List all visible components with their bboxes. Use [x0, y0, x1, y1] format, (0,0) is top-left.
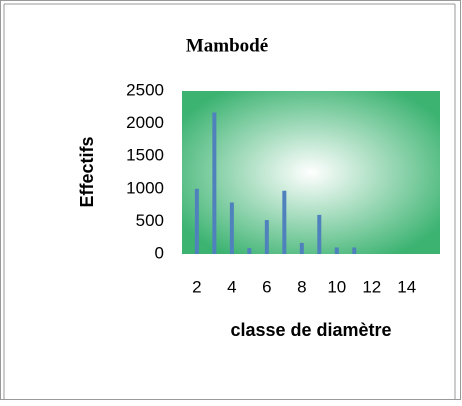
y-tick-label: 2000 — [126, 113, 164, 132]
bar — [317, 214, 322, 254]
bar — [229, 202, 234, 254]
x-tick-label: 10 — [327, 277, 346, 296]
bar — [352, 247, 357, 254]
y-tick-label: 500 — [136, 211, 164, 230]
y-tick-label: 1000 — [126, 178, 164, 197]
x-tick-label: 14 — [397, 277, 416, 296]
x-tick-label: 12 — [362, 277, 381, 296]
x-tick-label: 4 — [227, 277, 236, 296]
bar — [334, 247, 339, 254]
bar — [282, 190, 287, 254]
plot-area — [182, 91, 440, 254]
bar — [212, 112, 217, 255]
y-tick-label: 1500 — [126, 146, 164, 165]
x-axis-label: classe de diamètre — [230, 320, 391, 340]
bar — [194, 188, 199, 254]
chart-title: Mambodé — [186, 35, 268, 56]
bar — [247, 248, 252, 254]
x-tick-label: 6 — [262, 277, 271, 296]
x-tick-label: 2 — [192, 277, 201, 296]
x-tick-label: 8 — [297, 277, 306, 296]
bar — [264, 220, 269, 254]
bar — [299, 242, 304, 254]
y-axis-label: Effectifs — [77, 136, 97, 207]
y-tick-label: 0 — [155, 243, 164, 262]
y-tick-label: 2500 — [126, 80, 164, 99]
